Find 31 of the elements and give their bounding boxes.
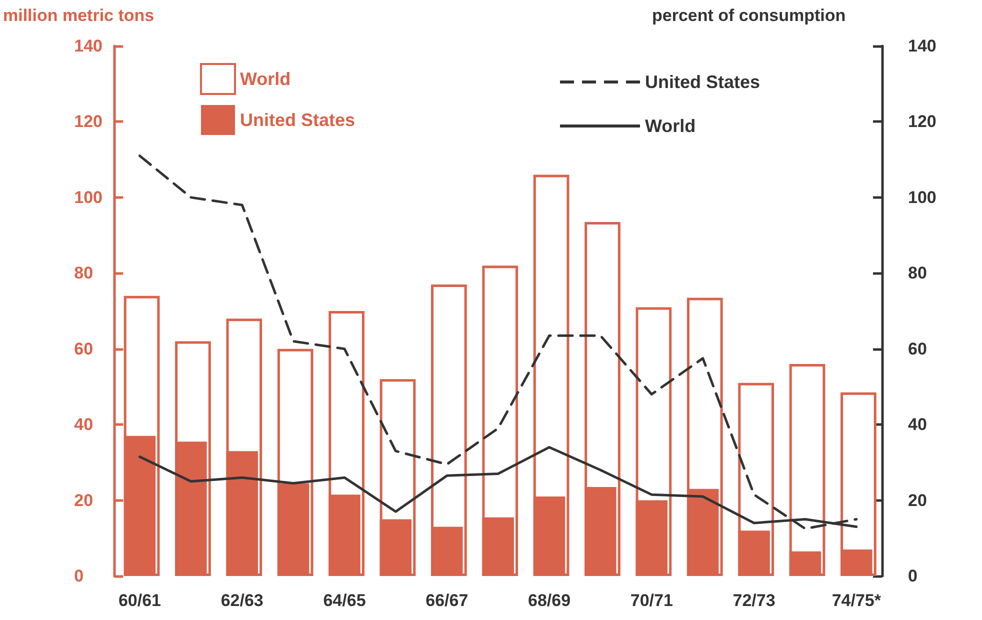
y-tick-label: 140 xyxy=(74,36,103,56)
y2-tick-label: 120 xyxy=(908,112,936,132)
y-tick-label: 0 xyxy=(74,566,84,586)
y2-axis-title: percent of consumption xyxy=(652,6,846,25)
y-tick-label: 60 xyxy=(74,339,94,358)
y2-tick-label: 80 xyxy=(908,264,927,283)
x-tick-label: 60/61 xyxy=(118,591,161,610)
x-tick-label: 66/67 xyxy=(426,591,468,610)
x-tick-label: 64/65 xyxy=(323,591,366,610)
x-tick-label: 70/71 xyxy=(630,591,673,610)
y-tick-label: 80 xyxy=(74,264,94,283)
x-tick-label: 68/69 xyxy=(528,591,571,610)
y2-tick-label: 140 xyxy=(908,36,936,56)
x-tick-label: 62/63 xyxy=(220,591,264,610)
y2-tick-label: 40 xyxy=(908,415,927,434)
legend-label: United States xyxy=(240,110,356,130)
y2-tick-label: 100 xyxy=(908,188,936,207)
x-tick-label: 72/73 xyxy=(732,591,776,610)
y-axis-title: million metric tons xyxy=(2,6,154,25)
y-tick-label: 40 xyxy=(74,415,94,434)
y-tick-label: 120 xyxy=(74,112,103,132)
legend-label: World xyxy=(240,69,291,89)
line-series xyxy=(138,154,858,530)
legend-label: United States xyxy=(645,72,760,92)
y2-tick-label: 20 xyxy=(908,490,927,510)
y-tick-label: 20 xyxy=(74,490,94,510)
legend-label: World xyxy=(645,116,696,136)
y-tick-label: 100 xyxy=(74,188,103,207)
y2-tick-label: 0 xyxy=(908,566,918,586)
x-tick-label: 74/75* xyxy=(832,591,882,610)
y2-tick-label: 60 xyxy=(908,339,927,358)
